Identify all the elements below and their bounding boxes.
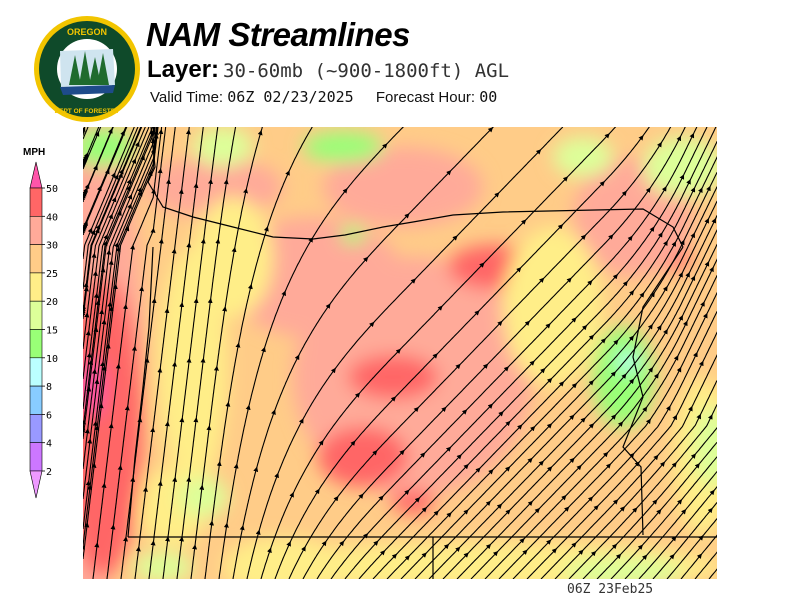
legend-tick-label: 2	[46, 467, 52, 478]
streamline-arrow	[117, 243, 118, 245]
streamline-arrow	[274, 410, 275, 412]
streamline-arrow	[140, 188, 141, 190]
legend-arrow-below	[30, 471, 42, 498]
legend-tick-label: 15	[46, 326, 58, 337]
streamline-arrow	[151, 171, 152, 173]
layer-value: 30-60mb (~900-1800ft) AGL	[223, 60, 509, 82]
legend-band	[30, 188, 42, 216]
streamline-arrow	[111, 215, 112, 217]
legend-band	[30, 443, 42, 471]
legend-tick-label: 4	[46, 439, 52, 450]
streamline-arrow	[270, 548, 271, 550]
page-title: NAM Streamlines	[146, 16, 410, 54]
streamline-arrow	[85, 157, 86, 159]
legend-tick-label: 50	[46, 184, 58, 195]
streamline-arrow	[131, 195, 132, 197]
streamline-arrow	[264, 348, 265, 350]
streamline-arrow	[267, 227, 268, 229]
streamline-arrow	[138, 142, 139, 144]
streamline-arrow	[100, 187, 101, 189]
streamline-arrow	[84, 161, 85, 163]
legend-arrow-above	[30, 162, 42, 188]
legend-unit: MPH	[23, 147, 45, 158]
forecast-hour-label: Forecast Hour:	[376, 89, 475, 106]
streamline-arrow	[106, 235, 107, 237]
streamline-arrow	[86, 155, 87, 157]
wind-speed-region	[348, 355, 438, 399]
streamline-arrow	[114, 173, 115, 175]
streamline-arrow	[130, 204, 131, 206]
legend-tick-label: 8	[46, 382, 52, 393]
legend-band	[30, 273, 42, 301]
forecast-hour-value: 00	[479, 88, 497, 106]
legend-band	[30, 330, 42, 358]
legend-tick-label: 30	[46, 241, 58, 252]
legend-band	[30, 386, 42, 414]
oregon-department-of-forestry-logo: OREGON DEPT OF FORESTRY	[33, 15, 141, 123]
valid-time-label: Valid Time:	[150, 89, 223, 106]
streamline-arrow	[135, 159, 136, 161]
streamline-arrow	[94, 231, 95, 233]
wind-speed-region	[553, 137, 613, 177]
streamline-arrow	[259, 531, 260, 533]
wind-speed-region	[318, 427, 408, 487]
streamline-arrow	[98, 132, 99, 134]
streamline-arrow	[83, 162, 84, 164]
streamline-arrow	[123, 131, 124, 133]
wind-speed-region	[503, 227, 603, 387]
streamline-arrow	[87, 153, 88, 155]
legend-band	[30, 245, 42, 273]
streamline-arrow	[96, 166, 97, 168]
streamline-arrow	[121, 174, 122, 176]
footer-timestamp: 06Z 23Feb25	[567, 582, 653, 597]
svg-text:DEPT OF FORESTRY: DEPT OF FORESTRY	[54, 108, 120, 115]
legend-tick-label: 10	[46, 354, 58, 365]
streamline-arrow	[143, 156, 144, 158]
streamline-arrow	[152, 131, 153, 133]
valid-time-value: 06Z 02/23/2025	[227, 88, 353, 106]
layer-label: Layer:	[147, 56, 219, 83]
streamline-arrow	[91, 229, 92, 231]
streamline-map	[83, 127, 717, 579]
streamline-arrow	[130, 180, 131, 182]
streamline-arrow	[141, 192, 142, 194]
streamline-arrow	[128, 227, 129, 229]
streamline-arrow	[85, 159, 86, 161]
legend-tick-label: 40	[46, 212, 58, 223]
streamline-arrow	[83, 129, 84, 131]
wind-speed-region	[618, 352, 638, 372]
legend-band	[30, 414, 42, 442]
streamline-arrow	[120, 211, 121, 213]
legend-tick-label: 20	[46, 297, 58, 308]
layer-line: Layer: 30-60mb (~900-1800ft) AGL	[147, 56, 509, 84]
streamline-arrow	[98, 229, 99, 231]
legend-band	[30, 358, 42, 386]
streamline-arrow	[106, 242, 107, 244]
legend-band	[30, 216, 42, 244]
streamline-arrow	[115, 198, 116, 200]
legend-band	[30, 301, 42, 329]
streamline-arrow	[129, 186, 130, 188]
wind-speed-legend: MPH 50 40 30 25 20 15 10 8 6 4 2	[10, 140, 70, 510]
svg-text:OREGON: OREGON	[67, 27, 107, 37]
streamline-arrow	[256, 468, 257, 470]
streamline-arrow	[117, 175, 118, 177]
legend-tick-label: 6	[46, 410, 52, 421]
valid-time-line: Valid Time: 06Z 02/23/2025 Forecast Hour…	[150, 88, 497, 106]
streamline-arrow	[277, 474, 278, 476]
wind-speed-region	[303, 132, 383, 162]
streamline-arrow	[261, 131, 262, 133]
streamline-arrow	[84, 127, 85, 129]
legend-tick-label: 25	[46, 269, 58, 280]
